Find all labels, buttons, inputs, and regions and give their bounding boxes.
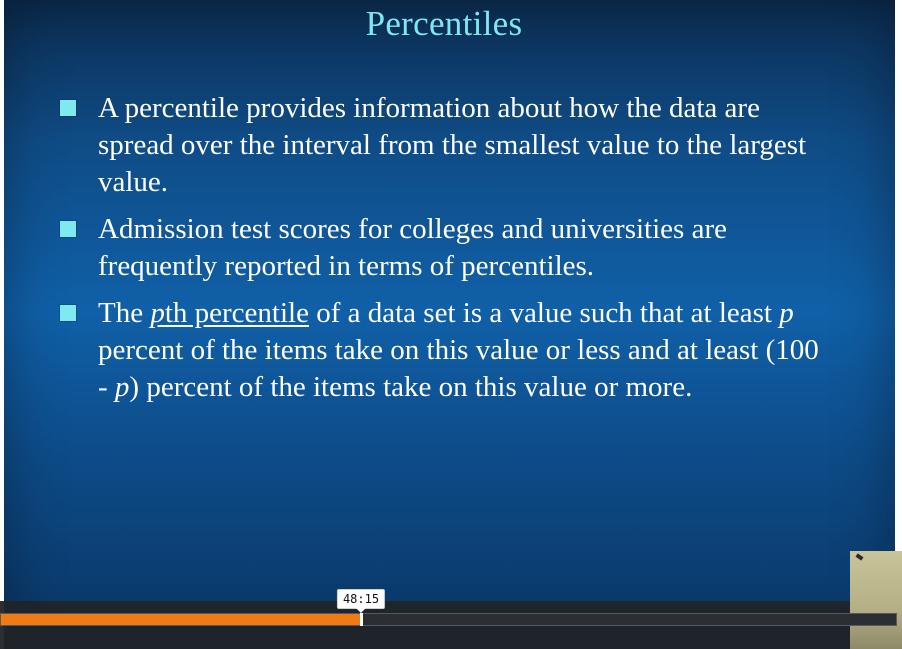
bullet-item: The pth percentile of a data set is a va… (58, 295, 828, 406)
bullet-list: A percentile provides information about … (58, 90, 828, 416)
square-bullet-icon (60, 221, 76, 237)
bullet-text-post: ) percent of the items take on this valu… (129, 371, 693, 403)
bullet-text-mid1: of a data set is a value such that at le… (308, 297, 780, 329)
italic-p-2: p (114, 371, 130, 403)
bullet-item: Admission test scores for colleges and u… (58, 211, 828, 285)
hover-time-tooltip: 48:15 (336, 589, 386, 613)
bullet-text: Admission test scores for colleges and u… (98, 213, 727, 282)
progress-fill (1, 614, 362, 625)
slide-title: Percentiles (365, 4, 523, 43)
pth-percentile-term: pth percentile (150, 297, 309, 329)
bullet-text: The pth percentile of a data set is a va… (98, 297, 819, 403)
bullet-text-mid2: percent of the items take on this value … (98, 334, 819, 403)
italic-p-1: p (779, 297, 794, 329)
presentation-slide: Percentiles A percentile provides inform… (4, 0, 895, 649)
square-bullet-icon (60, 305, 76, 321)
webcam-thumbnail (850, 551, 902, 649)
square-bullet-icon (60, 100, 76, 116)
bullet-item: A percentile provides information about … (58, 90, 828, 201)
bullet-text: A percentile provides information about … (98, 92, 807, 198)
bullet-text-pre: The (98, 297, 151, 329)
term-italic-p: p (150, 297, 165, 329)
term-rest: th percentile (164, 297, 309, 329)
seek-handle[interactable] (360, 613, 363, 626)
thumbnail-mark (855, 553, 864, 561)
seek-bar[interactable] (0, 613, 897, 626)
